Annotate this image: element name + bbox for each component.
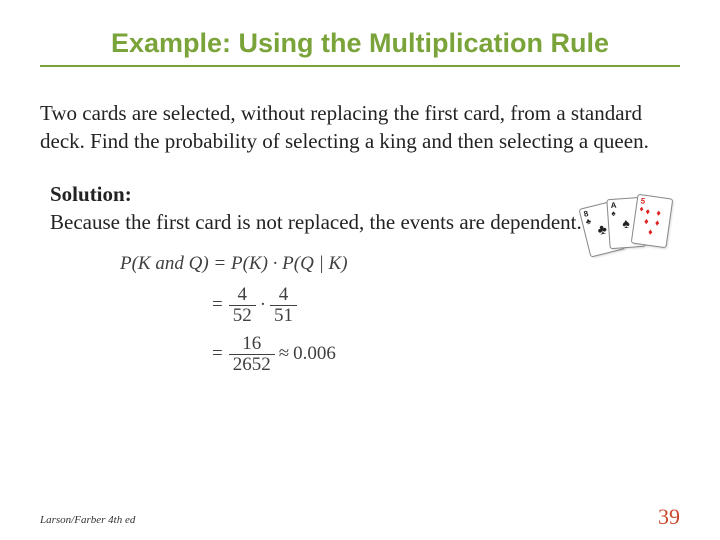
card-suit-icon: ♣ xyxy=(585,217,592,227)
fraction-4-51: 4 51 xyxy=(270,285,297,326)
approx-sign: ≈ xyxy=(279,344,289,365)
slide-title: Example: Using the Multiplication Rule xyxy=(40,28,680,59)
footer-attribution: Larson/Farber 4th ed xyxy=(40,514,135,526)
title-underline xyxy=(40,65,680,67)
numerator: 16 xyxy=(238,334,265,354)
denominator: 2652 xyxy=(229,354,275,375)
problem-statement: Two cards are selected, without replacin… xyxy=(40,99,680,156)
slide-container: Example: Using the Multiplication Rule T… xyxy=(0,0,720,540)
multiply-dot: · xyxy=(260,295,266,316)
formula-block: P(K and Q) = P(K) · P(Q | K) = 4 52 · 4 … xyxy=(40,254,680,375)
cards-illustration: 8 ♣ ♣ A ♠ ♠ 5 ♦ ♦♦♦♦♦ xyxy=(586,194,676,258)
numerator: 4 xyxy=(275,285,293,305)
denominator: 52 xyxy=(229,305,256,326)
fraction-16-2652: 16 2652 xyxy=(229,334,275,375)
fraction-4-52: 4 52 xyxy=(229,285,256,326)
card-suit-icon: ♠ xyxy=(622,215,631,231)
card-5-diamonds: 5 ♦ ♦♦♦♦♦ xyxy=(631,194,674,249)
numerator: 4 xyxy=(233,285,251,305)
page-number: 39 xyxy=(658,504,680,530)
equals-sign: = xyxy=(212,344,223,365)
equals-sign: = xyxy=(212,295,223,316)
formula-step-3: = 16 2652 ≈ 0.006 xyxy=(212,334,680,375)
card-pip-grid: ♦♦♦♦♦ xyxy=(639,206,665,237)
card-suit-icon: ♠ xyxy=(611,209,616,218)
formula-step-2: = 4 52 · 4 51 xyxy=(212,285,680,326)
solution-text: Because the first card is not replaced, … xyxy=(50,210,582,234)
denominator: 51 xyxy=(270,305,297,326)
solution-label: Solution: xyxy=(50,182,132,206)
result-value: 0.006 xyxy=(293,344,336,365)
card-suit-icon: ♣ xyxy=(596,220,609,238)
